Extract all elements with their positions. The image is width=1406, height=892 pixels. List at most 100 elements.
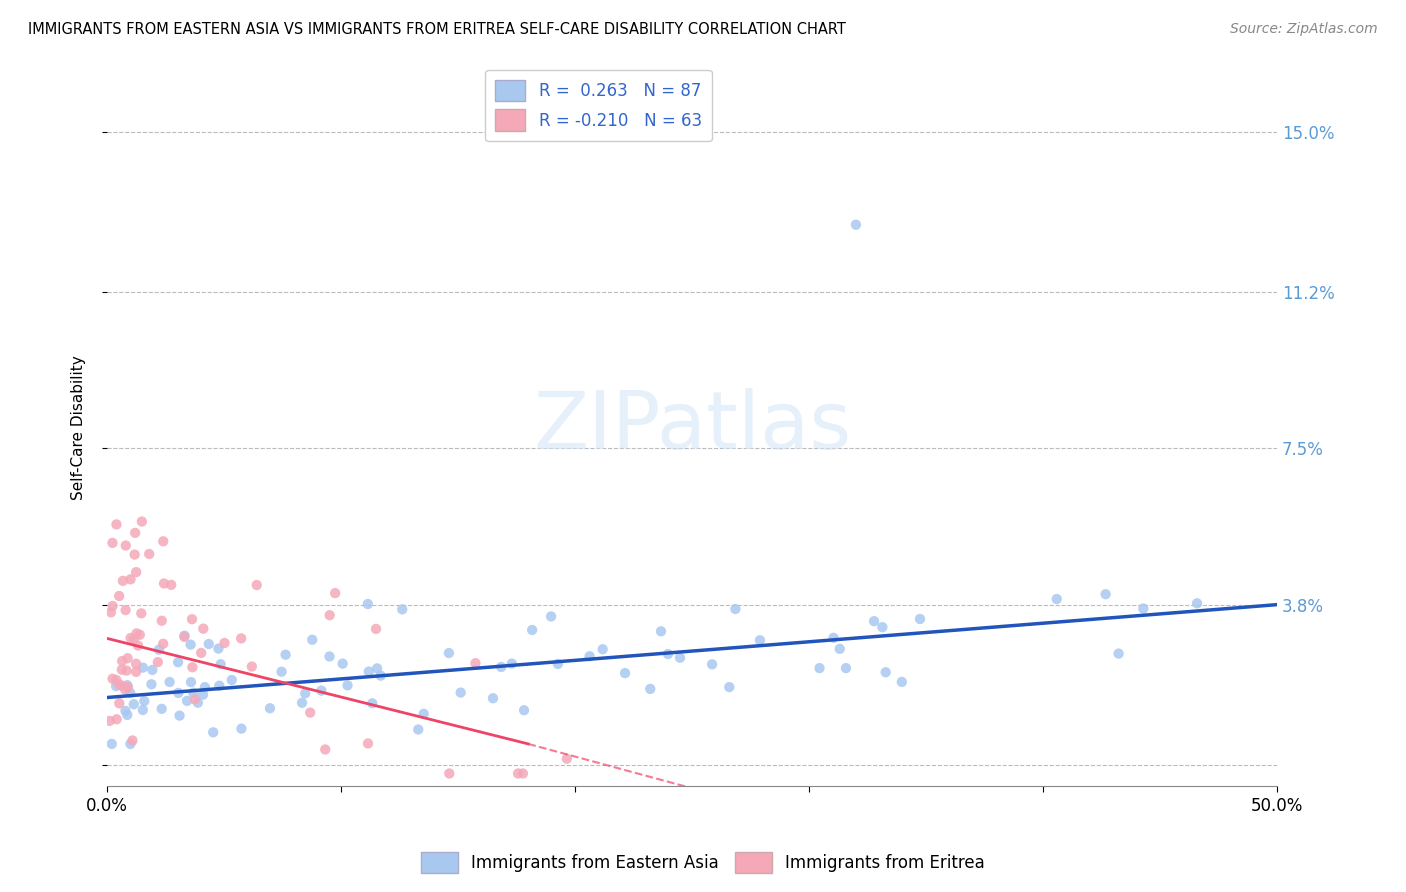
Point [614,666,637,681]
Point [872,620,894,634]
Point [167,686,190,700]
Text: IMMIGRANTS FROM EASTERN ASIA VS IMMIGRANTS FROM ERITREA SELF-CARE DISABILITY COR: IMMIGRANTS FROM EASTERN ASIA VS IMMIGRAN… [28,22,846,37]
Point [890,674,912,689]
Point [875,665,897,680]
Point [193,622,215,636]
Point [724,602,747,616]
Point [132,660,155,674]
Point [160,578,183,592]
Point [111,574,134,588]
Point [357,665,380,679]
Point [650,624,672,639]
Point [146,655,169,669]
Point [437,646,460,660]
Point [98,714,121,728]
Point [231,722,253,736]
Point [489,660,512,674]
Point [128,628,150,642]
Point [370,668,392,682]
Point [274,648,297,662]
Point [555,752,578,766]
Point [124,548,146,562]
Legend: Immigrants from Eastern Asia, Immigrants from Eritrea: Immigrants from Eastern Asia, Immigrants… [415,846,991,880]
Point [125,565,148,579]
Point [318,649,340,664]
Point [117,708,139,723]
Point [153,576,176,591]
Point [180,638,202,652]
Point [173,630,195,644]
Point [141,677,163,691]
Point [835,661,858,675]
Point [120,631,142,645]
Point [450,685,472,699]
Point [246,578,269,592]
Point [111,654,134,668]
Point [1132,601,1154,615]
Point [718,680,741,694]
Point [336,678,359,692]
Point [657,647,679,661]
Point [439,766,461,780]
Point [127,639,149,653]
Point [391,602,413,616]
Point [131,515,153,529]
Point [513,703,536,717]
Point [669,650,692,665]
Point [191,688,214,702]
Point [1046,592,1069,607]
Point [181,612,204,626]
Point [318,608,340,623]
Point [152,637,174,651]
Point [114,603,136,617]
Point [214,636,236,650]
Point [592,642,614,657]
Point [270,665,292,679]
Point [357,597,380,611]
Point [1108,647,1130,661]
Point [101,672,124,686]
Point [209,657,232,672]
Point [176,694,198,708]
Point [115,664,138,678]
Point [114,682,136,697]
Point [301,632,323,647]
Point [259,701,281,715]
Point [134,694,156,708]
Legend: R =  0.263   N = 87, R = -0.210   N = 63: R = 0.263 N = 87, R = -0.210 N = 63 [485,70,711,141]
Point [148,642,170,657]
Point [117,678,139,692]
Point [221,673,243,687]
Point [125,626,148,640]
Point [169,708,191,723]
Point [208,679,231,693]
Point [124,525,146,540]
Point [152,534,174,549]
Point [101,599,124,613]
Point [197,637,219,651]
Point [150,702,173,716]
Point [180,675,202,690]
Point [547,657,569,671]
Point [1094,587,1116,601]
Point [364,622,387,636]
Point [190,646,212,660]
Point [1185,596,1208,610]
Point [108,696,131,710]
Point [105,679,128,693]
Point [207,641,229,656]
Point [131,607,153,621]
Point [132,703,155,717]
Point [828,641,851,656]
Point [291,696,314,710]
Point [173,629,195,643]
Point [138,547,160,561]
Point [520,623,543,637]
Point [122,697,145,711]
Point [361,696,384,710]
Point [108,677,131,691]
Point [121,733,143,747]
Point [194,680,217,694]
Point [578,649,600,664]
Text: ZIPatlas: ZIPatlas [533,388,851,467]
